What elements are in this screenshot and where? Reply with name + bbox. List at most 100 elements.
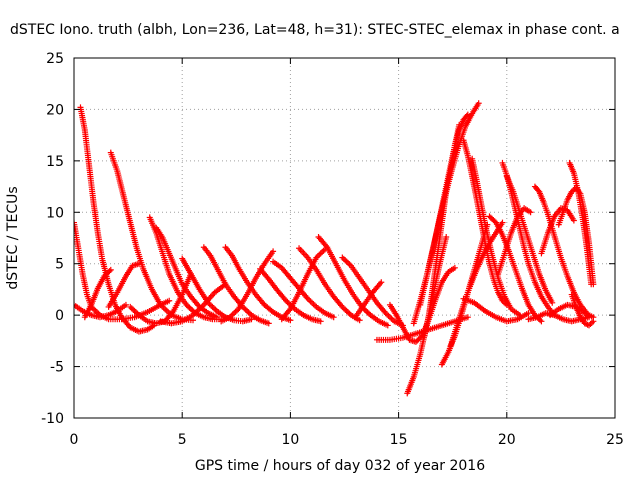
y-axis-label: dSTEC / TECUs <box>5 186 21 289</box>
data-point <box>343 308 350 315</box>
data-point <box>317 250 324 257</box>
data-point <box>270 248 277 255</box>
data-point <box>388 315 395 322</box>
data-point <box>385 312 392 319</box>
data-point <box>587 321 594 328</box>
y-tick-label: -10 <box>41 411 64 427</box>
axis-ticks: 0 5 10 15 20 25 -10 -5 0 5 10 15 20 25 <box>41 51 624 448</box>
data-series <box>200 244 272 327</box>
data-point <box>122 301 129 308</box>
x-axis-label: GPS time / hours of day 032 of year 2016 <box>195 458 485 474</box>
data-point <box>309 299 316 306</box>
x-tick-label: 0 <box>70 432 79 448</box>
data-point <box>588 281 595 288</box>
data-point <box>345 260 352 267</box>
data-series <box>105 260 142 310</box>
data-point <box>186 304 193 311</box>
data-series <box>222 244 294 324</box>
plot-frame <box>73 57 616 419</box>
data-series <box>81 266 114 321</box>
data-series <box>107 149 197 324</box>
data-point <box>310 301 317 308</box>
data-point <box>245 309 252 316</box>
data-series <box>417 100 482 308</box>
x-tick-label: 20 <box>498 432 516 448</box>
data-point <box>538 318 545 325</box>
data-point <box>208 302 215 309</box>
data-marks <box>74 100 597 397</box>
y-tick-label: 25 <box>46 51 64 67</box>
y-tick-label: 20 <box>46 102 64 118</box>
data-point <box>386 314 393 321</box>
data-point <box>107 266 114 273</box>
data-series <box>460 295 532 325</box>
data-point <box>499 219 506 226</box>
data-series <box>469 155 523 319</box>
y-tick-label: 10 <box>46 205 64 221</box>
data-point <box>549 299 556 306</box>
data-point <box>340 255 347 262</box>
data-point <box>131 308 138 315</box>
data-point <box>342 257 349 264</box>
y-tick-label: 15 <box>46 154 64 170</box>
data-series <box>547 301 597 321</box>
data-point <box>443 233 450 240</box>
data-point <box>451 264 458 271</box>
data-point <box>364 309 371 316</box>
data-point <box>74 219 77 226</box>
data-point <box>232 308 239 315</box>
data-point <box>590 314 597 321</box>
y-tick-label: 0 <box>55 308 64 324</box>
data-point <box>242 306 249 313</box>
data-point <box>166 297 173 304</box>
data-series <box>352 279 385 321</box>
x-tick-label: 5 <box>178 432 187 448</box>
data-point <box>187 305 194 312</box>
data-point <box>384 322 391 329</box>
data-series <box>503 173 556 306</box>
data-point <box>525 310 532 317</box>
data-point <box>527 209 534 216</box>
data-series <box>270 258 337 321</box>
data-series <box>315 233 391 329</box>
x-tick-label: 25 <box>606 432 624 448</box>
data-point <box>317 318 324 325</box>
data-point <box>307 298 314 305</box>
data-point <box>330 314 337 321</box>
data-point <box>213 314 220 321</box>
data-point <box>464 314 471 321</box>
data-series <box>127 271 194 327</box>
x-tick-label: 15 <box>390 432 408 448</box>
data-point <box>128 305 135 312</box>
data-series <box>538 205 577 257</box>
data-point <box>209 303 216 310</box>
y-tick-label: 5 <box>55 257 64 273</box>
data-series <box>566 159 595 288</box>
data-point <box>130 306 137 313</box>
data-point <box>319 249 326 256</box>
data-point <box>475 100 482 107</box>
data-point <box>356 317 363 324</box>
grid <box>74 58 615 418</box>
data-point <box>244 308 251 315</box>
data-point <box>106 268 113 275</box>
data-point <box>316 251 323 258</box>
data-point <box>210 305 217 312</box>
data-point <box>287 317 294 324</box>
data-point <box>265 320 272 327</box>
data-point <box>91 306 98 313</box>
data-point <box>343 258 350 265</box>
data-point <box>570 217 577 224</box>
data-point <box>339 254 346 261</box>
data-point <box>231 310 238 317</box>
chart-title: dSTEC Iono. truth (albh, Lon=236, Lat=48… <box>10 22 620 38</box>
data-point <box>190 317 197 324</box>
data-series <box>74 219 173 323</box>
data-point <box>345 309 352 316</box>
data-point <box>342 306 349 313</box>
data-series <box>278 246 329 323</box>
y-tick-label: -5 <box>50 360 64 376</box>
data-point <box>378 279 385 286</box>
x-tick-label: 10 <box>281 432 299 448</box>
